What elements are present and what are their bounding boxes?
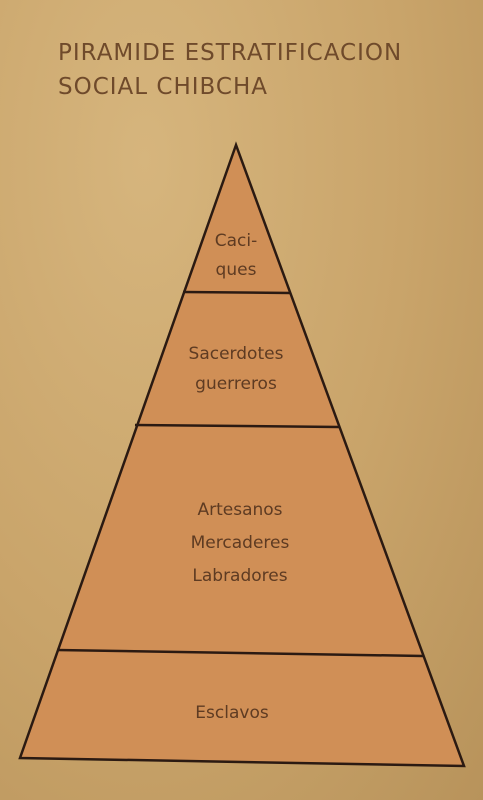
tier-artesanos-line-3: Labradores xyxy=(192,566,287,586)
tier-sacerdotes-line-1: Sacerdotes xyxy=(189,344,284,364)
tier-artesanos-line-1: Artesanos xyxy=(197,500,282,520)
tier-sacerdotes-line-2: guerreros xyxy=(195,374,277,394)
divider-1 xyxy=(182,290,292,295)
tier-esclavos-line-1: Esclavos xyxy=(195,703,269,723)
title-line-2: SOCIAL CHIBCHA xyxy=(58,74,269,100)
tier-sacerdotes: Sacerdotes guerreros xyxy=(189,344,284,394)
divider-3 xyxy=(56,648,424,658)
tier-artesanos-line-2: Mercaderes xyxy=(191,533,290,553)
pyramid-body xyxy=(18,141,466,768)
tier-caciques: Caci- ques xyxy=(215,231,258,280)
title-line-1: PIRAMIDE ESTRATIFICACION xyxy=(58,40,403,66)
tier-artesanos: Artesanos Mercaderes Labradores xyxy=(191,500,290,586)
tier-caciques-line-2: ques xyxy=(216,260,257,280)
divider-2 xyxy=(134,423,340,429)
diagram-title: PIRAMIDE ESTRATIFICACION SOCIAL CHIBCHA xyxy=(58,36,458,104)
tier-caciques-line-1: Caci- xyxy=(215,231,258,251)
tier-esclavos: Esclavos xyxy=(195,703,269,723)
